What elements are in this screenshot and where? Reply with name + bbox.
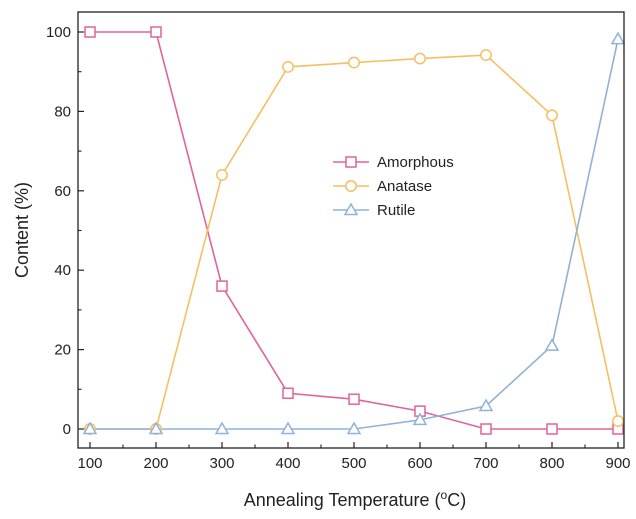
x-tick-label: 800 — [539, 455, 564, 472]
legend: Amorphous Anatase Rutile — [333, 154, 454, 219]
y-tick-label: 100 — [46, 24, 71, 41]
legend-marker-rutile — [343, 202, 359, 216]
rutile-data-point — [280, 421, 296, 435]
x-tick-label: 100 — [77, 455, 102, 472]
anatase-data-point — [282, 60, 294, 73]
legend-label-amorphous: Amorphous — [377, 154, 454, 171]
plot-area — [82, 26, 626, 435]
x-tick-label: 700 — [473, 455, 498, 472]
anatase-data-point — [546, 109, 558, 122]
amorphous-data-point — [282, 387, 294, 400]
axes: 100 200 300 400 500 600 700 800 900 0 20 40 60 80 100 — [46, 11, 631, 472]
rutile-data-point — [478, 398, 494, 412]
anatase-data-point — [612, 415, 624, 428]
legend-label-anatase: Anatase — [377, 178, 432, 195]
plot-frame — [77, 11, 625, 449]
y-tick-label: 60 — [54, 183, 71, 200]
rutile-series-line — [90, 38, 619, 430]
rutile-data-point — [346, 421, 362, 435]
rutile-data-point — [544, 338, 560, 351]
y-tick-label: 0 — [63, 421, 71, 438]
y-tick-label: 40 — [54, 262, 71, 279]
x-tick-label: 200 — [143, 455, 168, 472]
y-tick-label: 80 — [54, 103, 71, 120]
x-tick-label: 400 — [275, 455, 300, 472]
amorphous-data-point — [546, 423, 558, 435]
x-axis-title: Annealing Temperature (oC) — [244, 488, 466, 510]
amorphous-data-point — [150, 26, 162, 38]
rutile-data-point — [214, 421, 230, 435]
rutile-data-point — [82, 421, 98, 435]
x-tick-label: 600 — [407, 455, 432, 472]
x-tick-label: 300 — [209, 455, 234, 472]
x-tick-label: 500 — [341, 455, 366, 472]
legend-marker-amorphous — [345, 156, 357, 168]
rutile-data-point — [610, 31, 626, 45]
anatase-series-line — [90, 54, 619, 430]
amorphous-data-point — [480, 423, 492, 435]
legend-marker-anatase — [345, 180, 357, 192]
rutile-data-point — [412, 412, 428, 426]
amorphous-data-point — [84, 26, 96, 38]
x-tick-label: 900 — [605, 455, 630, 472]
amorphous-series-line — [90, 31, 618, 430]
legend-label-rutile: Rutile — [377, 202, 415, 219]
y-tick-label: 20 — [54, 342, 71, 359]
amorphous-data-point — [216, 280, 228, 292]
anatase-data-point — [348, 56, 360, 69]
anatase-data-point — [216, 168, 228, 181]
anatase-data-point — [480, 49, 492, 61]
amorphous-data-point — [348, 393, 360, 405]
y-axis-title: Content (%) — [12, 182, 32, 278]
anatase-data-point — [414, 52, 426, 65]
rutile-data-point — [148, 421, 164, 435]
